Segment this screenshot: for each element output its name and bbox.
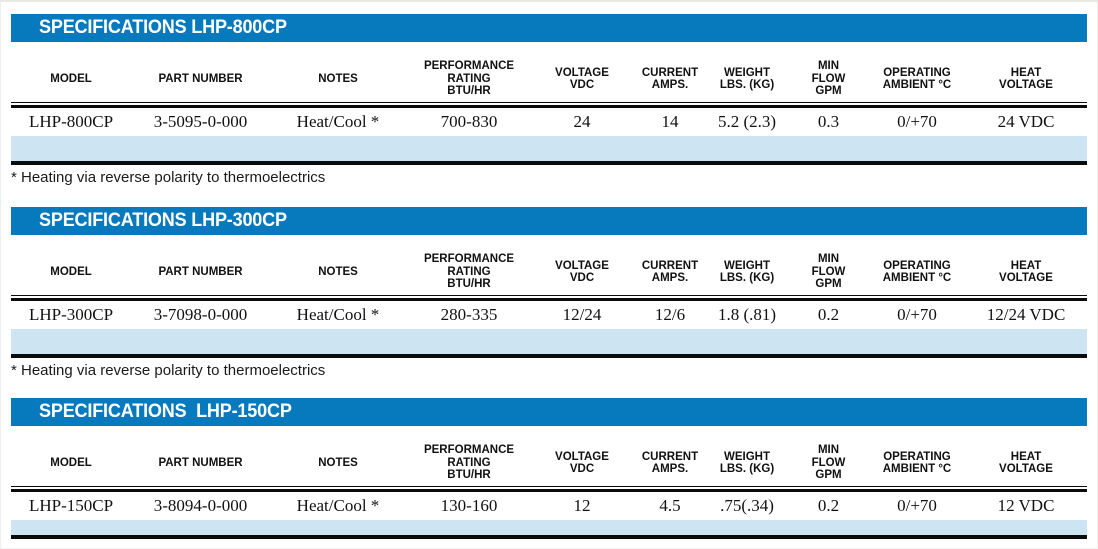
cell-min-flow: 0.2 <box>817 305 840 324</box>
cell-performance-rating: 280-335 <box>440 305 498 324</box>
cell-min-flow: 0.2 <box>817 496 840 515</box>
cell-heat-voltage: 24 VDC <box>997 112 1055 131</box>
cell-notes: Heat/Cool * <box>296 305 380 324</box>
bottom-rule <box>11 161 1087 165</box>
col-header-performance-rating: PERFORMANCE RATING BTU/HR <box>423 253 515 291</box>
col-header-voltage: VOLTAGE VDC <box>555 450 609 476</box>
col-header-heat-voltage: HEAT VOLTAGE <box>999 259 1053 285</box>
header-row: MODEL PART NUMBER NOTES PERFORMANCE RATI… <box>11 42 1089 102</box>
footnote: * Heating via reverse polarity to thermo… <box>11 362 326 379</box>
spec-section-lhp-800cp: SPECIFICATIONS LHP-800CP MODEL PART NUMB… <box>11 14 1087 186</box>
spec-header-table: MODEL PART NUMBER NOTES PERFORMANCE RATI… <box>11 42 1089 102</box>
bottom-rule <box>11 535 1087 539</box>
col-header-current: CURRENT AMPS. <box>641 450 699 476</box>
col-header-part-number: PART NUMBER <box>158 72 243 85</box>
col-header-performance-rating: PERFORMANCE RATING BTU/HR <box>423 444 515 482</box>
col-header-current: CURRENT AMPS. <box>641 66 699 92</box>
cell-weight: 1.8 (.81) <box>717 305 777 324</box>
col-header-min-flow: MIN FLOW GPM <box>811 253 846 291</box>
spec-header-table: MODEL PART NUMBER NOTES PERFORMANCE RATI… <box>11 426 1089 486</box>
col-header-operating-ambient: OPERATING AMBIENT °C <box>882 66 952 92</box>
col-header-weight: WEIGHT LBS. (KG) <box>719 450 775 476</box>
bottom-rule <box>11 354 1087 358</box>
cell-model: LHP-150CP <box>28 496 114 515</box>
col-header-operating-ambient: OPERATING AMBIENT °C <box>882 259 952 285</box>
cell-performance-rating: 700-830 <box>440 112 498 131</box>
header-row: MODEL PART NUMBER NOTES PERFORMANCE RATI… <box>11 426 1089 486</box>
stripe-row <box>11 520 1087 535</box>
col-header-min-flow: MIN FLOW GPM <box>811 60 846 98</box>
col-header-model: MODEL <box>50 72 92 85</box>
cell-part-number: 3-5095-0-000 <box>153 112 248 131</box>
cell-current: 4.5 <box>659 496 681 515</box>
col-header-heat-voltage: HEAT VOLTAGE <box>999 66 1053 92</box>
cell-voltage: 12/24 <box>562 305 602 324</box>
cell-model: LHP-300CP <box>28 305 114 324</box>
cell-current: 14 <box>661 112 679 131</box>
cell-voltage: 24 <box>573 112 591 131</box>
spec-section-lhp-300cp: SPECIFICATIONS LHP-300CP MODEL PART NUMB… <box>11 207 1087 379</box>
cell-weight: .75(.34) <box>720 496 774 515</box>
table-row: LHP-300CP 3-7098-0-000 Heat/Cool * 280-3… <box>11 301 1089 329</box>
stripe-row <box>11 329 1087 354</box>
section-title: SPECIFICATIONS LHP-800CP <box>39 17 287 38</box>
col-header-voltage: VOLTAGE VDC <box>555 259 609 285</box>
col-header-operating-ambient: OPERATING AMBIENT °C <box>882 450 952 476</box>
col-header-model: MODEL <box>50 456 92 469</box>
cell-weight: 5.2 (2.3) <box>717 112 777 131</box>
cell-operating-ambient: 0/+70 <box>897 496 937 515</box>
cell-operating-ambient: 0/+70 <box>897 305 937 324</box>
cell-operating-ambient: 0/+70 <box>897 112 937 131</box>
col-header-part-number: PART NUMBER <box>158 456 243 469</box>
cell-notes: Heat/Cool * <box>296 496 380 515</box>
cell-voltage: 12 <box>573 496 591 515</box>
col-header-weight: WEIGHT LBS. (KG) <box>719 259 775 285</box>
footnote: * Heating via reverse polarity to thermo… <box>11 169 326 186</box>
col-header-model: MODEL <box>50 265 92 278</box>
spec-header-table: MODEL PART NUMBER NOTES PERFORMANCE RATI… <box>11 235 1089 295</box>
cell-part-number: 3-8094-0-000 <box>153 496 248 515</box>
cell-notes: Heat/Cool * <box>296 112 380 131</box>
col-header-min-flow: MIN FLOW GPM <box>811 444 846 482</box>
section-title-bar: SPECIFICATIONS LHP-150CP <box>11 398 1087 426</box>
spec-data-table: LHP-800CP 3-5095-0-000 Heat/Cool * 700-8… <box>11 108 1089 136</box>
header-row: MODEL PART NUMBER NOTES PERFORMANCE RATI… <box>11 235 1089 295</box>
section-title: SPECIFICATIONS LHP-300CP <box>39 210 287 231</box>
col-header-heat-voltage: HEAT VOLTAGE <box>999 450 1053 476</box>
cell-current: 12/6 <box>654 305 686 324</box>
col-header-notes: NOTES <box>318 265 358 278</box>
cell-heat-voltage: 12/24 VDC <box>986 305 1066 324</box>
header-divider-rule <box>11 102 1087 108</box>
stripe-row <box>11 136 1087 161</box>
spec-data-table: LHP-150CP 3-8094-0-000 Heat/Cool * 130-1… <box>11 492 1089 520</box>
col-header-notes: NOTES <box>318 72 358 85</box>
spec-data-table: LHP-300CP 3-7098-0-000 Heat/Cool * 280-3… <box>11 301 1089 329</box>
section-title-bar: SPECIFICATIONS LHP-300CP <box>11 207 1087 235</box>
section-title: SPECIFICATIONS LHP-150CP <box>39 401 292 422</box>
table-row: LHP-800CP 3-5095-0-000 Heat/Cool * 700-8… <box>11 108 1089 136</box>
cell-heat-voltage: 12 VDC <box>997 496 1055 515</box>
header-divider-rule <box>11 486 1087 492</box>
col-header-voltage: VOLTAGE VDC <box>555 66 609 92</box>
cell-part-number: 3-7098-0-000 <box>153 305 248 324</box>
col-header-part-number: PART NUMBER <box>158 265 243 278</box>
col-header-weight: WEIGHT LBS. (KG) <box>719 66 775 92</box>
spec-section-lhp-150cp: SPECIFICATIONS LHP-150CP MODEL PART NUMB… <box>11 398 1087 539</box>
section-title-bar: SPECIFICATIONS LHP-800CP <box>11 14 1087 42</box>
col-header-current: CURRENT AMPS. <box>641 259 699 285</box>
col-header-notes: NOTES <box>318 456 358 469</box>
header-divider-rule <box>11 295 1087 301</box>
col-header-performance-rating: PERFORMANCE RATING BTU/HR <box>423 60 515 98</box>
cell-performance-rating: 130-160 <box>440 496 498 515</box>
cell-model: LHP-800CP <box>28 112 114 131</box>
table-row: LHP-150CP 3-8094-0-000 Heat/Cool * 130-1… <box>11 492 1089 520</box>
cell-min-flow: 0.3 <box>817 112 840 131</box>
